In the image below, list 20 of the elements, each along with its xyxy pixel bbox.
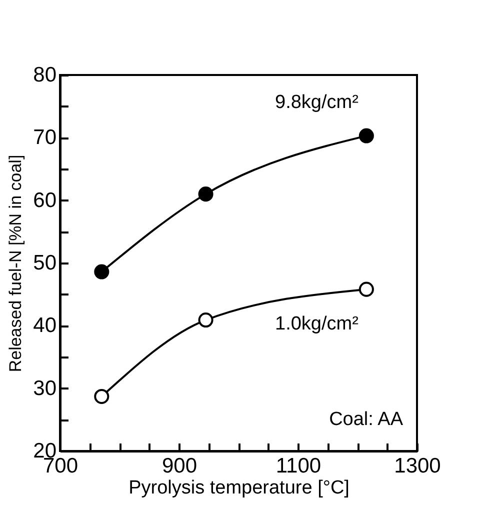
y-tick-label: 40 — [33, 314, 56, 338]
point — [358, 128, 374, 144]
x-axis-title: Pyrolysis temperature [°C] — [128, 478, 350, 498]
y-tick-label: 70 — [33, 126, 56, 150]
series-label: 9.8kg/cm² — [275, 92, 358, 113]
y-tick-label: 80 — [33, 64, 56, 86]
x-tick-label: 1300 — [394, 454, 441, 478]
series-label: 1.0kg/cm² — [275, 313, 358, 334]
y-tick-label: 60 — [33, 188, 56, 212]
y-tick-label: 50 — [33, 252, 56, 274]
x-tick-label: 900 — [162, 454, 198, 478]
y-axis-title: Released fuel-N [%N in coal] — [6, 154, 26, 372]
point — [198, 186, 214, 202]
point — [94, 264, 110, 280]
point — [94, 388, 110, 404]
x-tick-label: 1100 — [276, 454, 322, 478]
annotation: Coal: AA — [329, 409, 404, 430]
point — [358, 282, 374, 297]
y-tick-label: 30 — [33, 376, 56, 400]
point — [198, 312, 214, 328]
